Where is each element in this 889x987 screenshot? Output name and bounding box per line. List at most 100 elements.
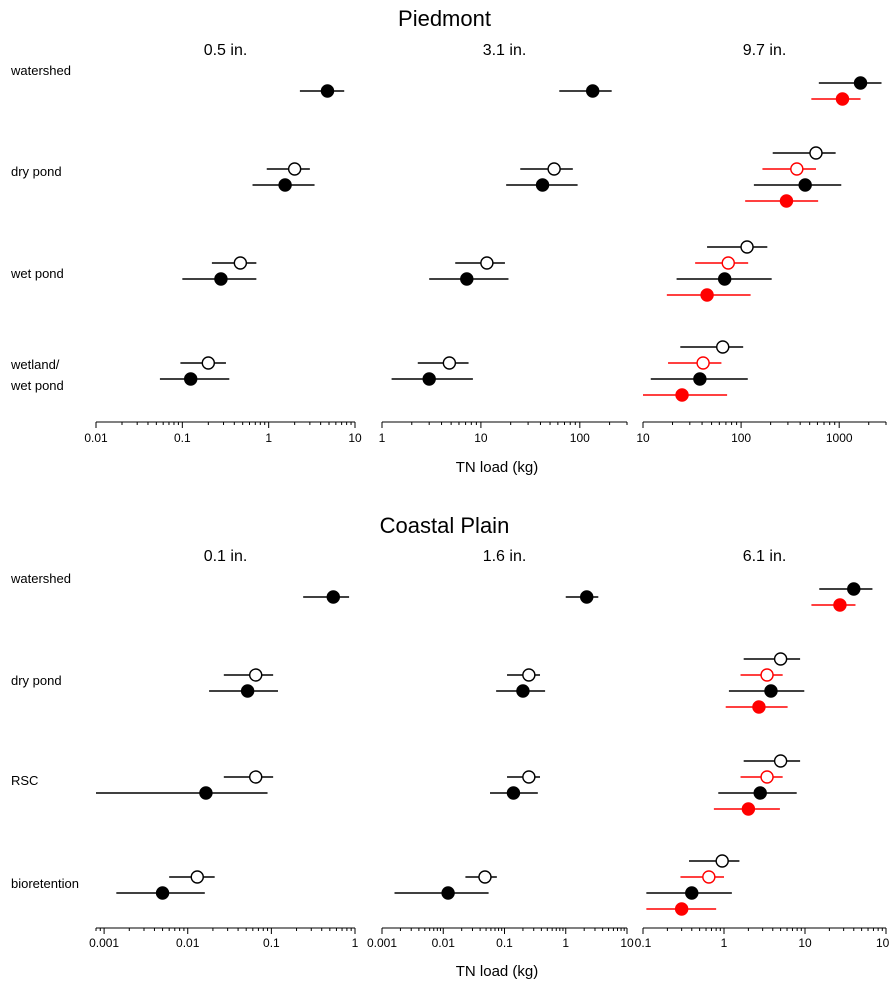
- data-point-group: [725, 700, 788, 714]
- data-point-group: [116, 886, 205, 900]
- data-point-group: [506, 178, 578, 192]
- data-point: [741, 802, 756, 816]
- chart-title: Piedmont: [398, 6, 491, 31]
- x-tick-label: 0.001: [367, 936, 397, 950]
- data-point-group: [740, 668, 783, 682]
- data-point: [779, 194, 794, 208]
- data-point: [790, 162, 804, 176]
- data-point: [809, 146, 823, 160]
- data-point-group: [496, 684, 546, 698]
- x-tick-label: 0.1: [496, 936, 513, 950]
- data-point: [721, 256, 735, 270]
- data-point-group: [211, 256, 257, 270]
- data-point-group: [299, 84, 345, 98]
- data-point-group: [182, 272, 257, 286]
- data-point: [586, 84, 600, 98]
- panel-0-1: 3.1 in. 1 10 100: [379, 42, 628, 445]
- row-label: RSC: [11, 773, 38, 788]
- data-point-group: [811, 598, 856, 612]
- chart-title: Coastal Plain: [380, 513, 510, 538]
- data-point: [201, 356, 216, 370]
- data-point-group: [490, 786, 538, 800]
- data-point: [752, 700, 766, 714]
- panel-1-0: 0.1 in. 0.001 0.01 0.1 1: [89, 548, 359, 950]
- panel-0-0: 0.5 in. 0.01 0.1 1 10: [84, 42, 362, 445]
- data-point-group: [818, 76, 882, 90]
- data-point-group: [819, 582, 873, 596]
- data-point: [702, 870, 716, 884]
- x-tick-label: 10: [474, 431, 488, 445]
- data-point: [716, 340, 730, 354]
- data-point-group: [455, 256, 505, 270]
- panel-1-2: 6.1 in. 0.1 1 10 100: [635, 548, 889, 950]
- row-label: wetland/: [10, 357, 60, 372]
- panel-1-1: 1.6 in. 0.001 0.01 0.1 1 10: [367, 548, 634, 950]
- data-point: [853, 76, 868, 90]
- data-point-group: [689, 854, 740, 868]
- data-point-group: [565, 590, 599, 604]
- data-point-group: [743, 754, 801, 768]
- data-point-group: [718, 786, 797, 800]
- data-point: [580, 590, 594, 604]
- data-point: [278, 178, 292, 192]
- x-tick-label: 1: [562, 936, 569, 950]
- x-tick-label: 0.1: [174, 431, 191, 445]
- data-point: [522, 668, 536, 682]
- data-point-group: [96, 786, 268, 800]
- data-point-group: [169, 870, 215, 884]
- x-tick-label: 100: [731, 431, 751, 445]
- data-point-group: [180, 356, 226, 370]
- panel-title: 1.6 in.: [483, 548, 527, 565]
- x-tick-label: 1: [379, 431, 386, 445]
- data-point-group: [429, 272, 509, 286]
- data-point: [183, 372, 198, 386]
- data-point: [214, 272, 228, 286]
- data-point: [835, 92, 850, 106]
- data-point: [190, 870, 204, 884]
- data-point: [700, 288, 714, 302]
- data-point-group: [643, 388, 728, 402]
- data-point: [675, 388, 689, 402]
- x-tick-label: 1: [265, 431, 272, 445]
- row-label: wet pond: [10, 378, 64, 393]
- data-point-group: [713, 802, 780, 816]
- data-point-group: [743, 652, 801, 666]
- data-point-group: [762, 162, 816, 176]
- data-point: [753, 786, 767, 800]
- data-point: [685, 886, 699, 900]
- x-tick-label: 100: [570, 431, 590, 445]
- x-axis-label: TN load (kg): [456, 963, 539, 980]
- row-label: dry pond: [11, 673, 62, 688]
- x-tick-label: 10: [636, 431, 650, 445]
- data-point: [773, 652, 788, 666]
- data-point-group: [707, 240, 768, 254]
- data-point-group: [676, 272, 772, 286]
- data-point: [240, 684, 255, 698]
- x-tick-label: 0.1: [263, 936, 280, 950]
- x-tick-label: 1: [352, 936, 359, 950]
- data-point: [547, 162, 561, 176]
- data-point-group: [507, 770, 541, 784]
- data-point: [740, 240, 754, 254]
- data-point-group: [465, 870, 497, 884]
- data-point-group: [753, 178, 842, 192]
- data-point: [717, 272, 732, 286]
- data-point: [764, 684, 778, 698]
- data-point: [249, 668, 263, 682]
- x-tick-label: 0.01: [176, 936, 200, 950]
- data-point: [773, 754, 788, 768]
- row-label: bioretention: [11, 876, 79, 891]
- data-point: [693, 372, 707, 386]
- data-point-group: [811, 92, 861, 106]
- x-tick-label: 0.1: [635, 936, 652, 950]
- data-point: [326, 590, 340, 604]
- row-label: dry pond: [11, 164, 62, 179]
- data-point-group: [680, 340, 744, 354]
- x-axis-label: TN load (kg): [456, 459, 539, 476]
- chart-block-0: Piedmont watershed dry pond wet pond wetland…: [10, 6, 887, 476]
- data-point-group: [650, 372, 748, 386]
- data-point: [674, 902, 689, 916]
- row-label: watershed: [10, 63, 71, 78]
- data-point-group: [394, 886, 489, 900]
- data-point: [522, 770, 536, 784]
